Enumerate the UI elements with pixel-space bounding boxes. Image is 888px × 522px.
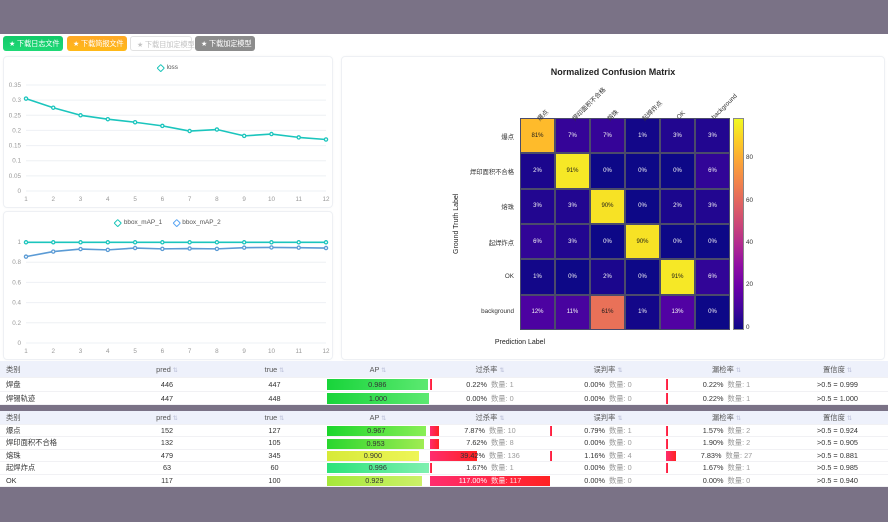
svg-text:11: 11: [295, 348, 302, 355]
svg-text:0.1: 0.1: [12, 158, 21, 165]
svg-text:0.05: 0.05: [9, 173, 22, 180]
svg-text:8: 8: [215, 196, 219, 203]
svg-text:5: 5: [133, 196, 137, 203]
svg-text:7: 7: [188, 348, 192, 355]
svg-text:4: 4: [106, 196, 110, 203]
svg-text:4: 4: [106, 348, 110, 355]
svg-text:0: 0: [17, 188, 21, 195]
svg-text:2: 2: [52, 348, 56, 355]
svg-text:9: 9: [242, 196, 246, 203]
svg-text:0: 0: [17, 340, 21, 347]
svg-text:0.4: 0.4: [12, 300, 21, 307]
svg-text:0.25: 0.25: [9, 112, 22, 119]
svg-text:10: 10: [268, 348, 276, 355]
svg-text:5: 5: [133, 348, 137, 355]
svg-text:6: 6: [161, 348, 165, 355]
svg-text:8: 8: [215, 348, 219, 355]
svg-text:1: 1: [24, 196, 28, 203]
svg-text:0.15: 0.15: [9, 143, 22, 150]
svg-text:6: 6: [161, 196, 165, 203]
svg-text:1: 1: [24, 348, 28, 355]
svg-text:9: 9: [242, 348, 246, 355]
svg-text:12: 12: [322, 196, 330, 203]
svg-text:11: 11: [295, 196, 302, 203]
svg-text:3: 3: [79, 196, 83, 203]
svg-text:2: 2: [52, 196, 56, 203]
svg-text:0.8: 0.8: [12, 259, 21, 266]
svg-text:3: 3: [79, 348, 83, 355]
svg-text:0.2: 0.2: [12, 320, 21, 327]
svg-text:1: 1: [17, 239, 21, 246]
svg-text:10: 10: [268, 196, 276, 203]
svg-text:0.35: 0.35: [9, 82, 22, 89]
svg-text:0.6: 0.6: [12, 279, 21, 286]
svg-text:0.3: 0.3: [12, 97, 21, 104]
svg-text:7: 7: [188, 196, 192, 203]
svg-text:0.2: 0.2: [12, 127, 21, 134]
svg-text:12: 12: [322, 348, 330, 355]
